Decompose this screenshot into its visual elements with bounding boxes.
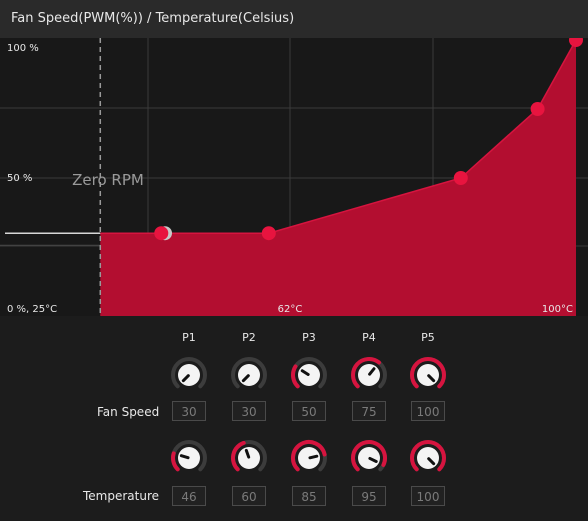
curve-point-p3[interactable] — [453, 171, 468, 185]
temperature-value-p4[interactable]: 95 — [352, 486, 386, 506]
temperature-row-label: Temperature — [83, 489, 160, 503]
curve-point-p4[interactable] — [530, 102, 545, 116]
temperature-knob-p2[interactable] — [229, 438, 269, 478]
column-label-p2: P2 — [242, 331, 256, 344]
header-bar: Fan Speed(PWM(%)) / Temperature(Celsius) — [0, 0, 588, 39]
fan-speed-knob-p3[interactable] — [289, 355, 329, 395]
fan-curve-area — [100, 40, 576, 316]
fan-speed-row-label: Fan Speed — [97, 405, 160, 419]
fan-speed-value-p2[interactable]: 30 — [232, 401, 266, 421]
column-label-p1: P1 — [182, 331, 196, 344]
temperature-knob-p4[interactable] — [349, 438, 389, 478]
temperature-knob-p3[interactable] — [289, 438, 329, 478]
curve-point-p1[interactable] — [154, 226, 169, 241]
fan-curve-line — [100, 39, 577, 234]
fan-speed-knob-p2[interactable] — [229, 355, 269, 395]
temperature-value-p3[interactable]: 85 — [292, 486, 326, 506]
temperature-knob-p1[interactable] — [169, 438, 209, 478]
curve-point-p5[interactable] — [569, 38, 583, 47]
fan-speed-value-p1[interactable]: 30 — [172, 401, 206, 421]
column-label-p4: P4 — [362, 331, 376, 344]
fan-speed-knob-p1[interactable] — [169, 355, 209, 395]
fan-curve-chart[interactable]: Zero RPM 100 % 50 % 0 %, 25°C 62°C 100°C — [0, 38, 588, 316]
x-label-origin: 0 %, 25°C — [7, 304, 57, 315]
temperature-value-p2[interactable]: 60 — [232, 486, 266, 506]
y-label-50: 50 % — [7, 173, 32, 184]
curve-point-p2[interactable] — [261, 226, 276, 241]
x-label-62: 62°C — [278, 304, 303, 315]
column-label-p3: P3 — [302, 331, 316, 344]
fan-speed-knob-p5[interactable] — [408, 355, 448, 395]
y-label-100: 100 % — [7, 43, 39, 54]
zero-rpm-label: Zero RPM — [72, 171, 144, 189]
fan-speed-value-p3[interactable]: 50 — [292, 401, 326, 421]
temperature-value-p1[interactable]: 46 — [172, 486, 206, 506]
column-label-p5: P5 — [421, 331, 435, 344]
temperature-value-p5[interactable]: 100 — [411, 486, 445, 506]
fan-speed-value-p5[interactable]: 100 — [411, 401, 445, 421]
x-label-100: 100°C — [542, 304, 573, 315]
fan-speed-knob-p4[interactable] — [349, 355, 389, 395]
chart-title: Fan Speed(PWM(%)) / Temperature(Celsius) — [11, 11, 295, 26]
fan-speed-value-p4[interactable]: 75 — [352, 401, 386, 421]
temperature-knob-p5[interactable] — [408, 438, 448, 478]
